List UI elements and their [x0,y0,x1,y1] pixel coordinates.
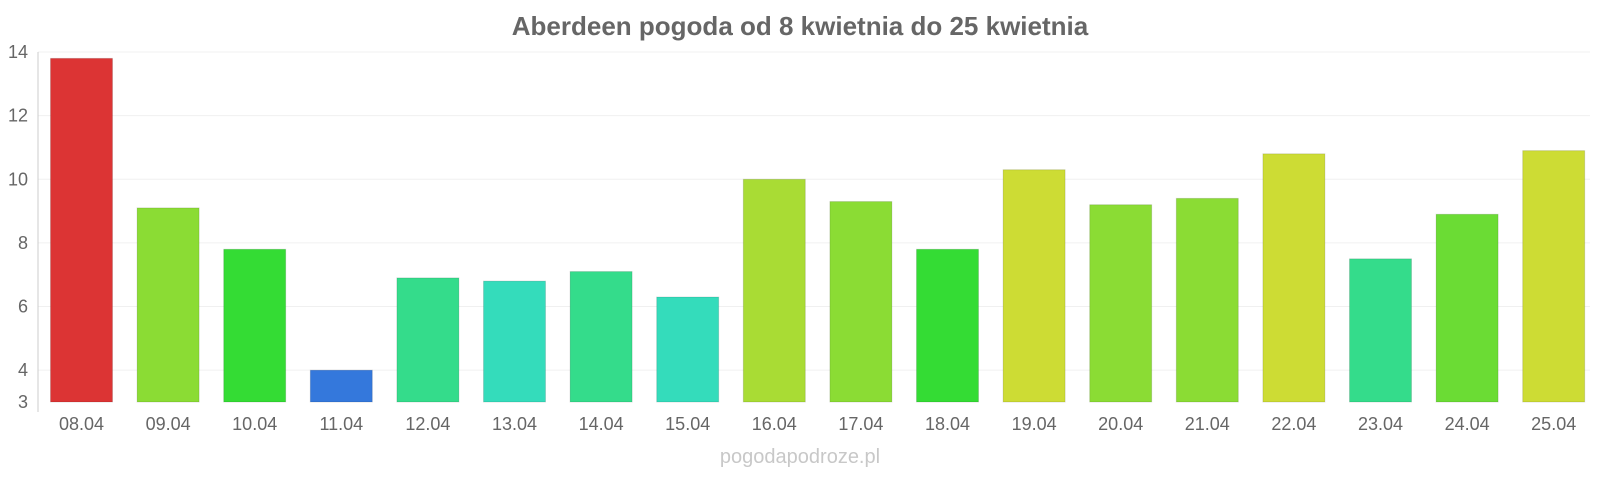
y-tick-label: 8 [18,233,28,253]
bar-10.04 [223,248,287,403]
bar-24.04 [1435,213,1499,403]
bar-09.04 [136,207,200,403]
y-tick-label: 3 [18,392,28,412]
x-tick-label: 17.04 [838,414,883,434]
x-tick-label: 20.04 [1098,414,1143,434]
bar-21.04 [1175,197,1239,403]
watermark: pogodapodroze.pl [720,446,880,468]
x-tick-label: 15.04 [665,414,710,434]
bar-18.04 [916,248,979,403]
bar-22.04 [1262,153,1326,403]
bar-23.04 [1349,258,1412,403]
x-tick-label: 24.04 [1445,414,1490,434]
x-tick-label: 19.04 [1012,414,1057,434]
bar-16.04 [742,178,806,403]
bar-13.04 [483,280,546,403]
y-tick-label: 14 [8,42,28,62]
bar-08.04 [50,57,113,403]
bar-14.04 [569,271,633,403]
x-tick-label: 11.04 [319,414,363,434]
chart-title: Aberdeen pogoda od 8 kwietnia do 25 kwie… [512,11,1089,41]
y-tick-label: 6 [18,297,28,317]
y-tick-label: 4 [18,360,28,380]
x-axis-ticks: 08.04 09.04 10.04 11.04 12.04 13.04 14.04 15.04… [59,414,1576,434]
x-tick-label: 21.04 [1185,414,1230,434]
bar-11.04 [309,369,373,403]
y-axis-ticks: 3 4 6 8 10 12 14 [8,42,28,412]
x-tick-label: 16.04 [752,414,797,434]
x-tick-label: 10.04 [232,414,277,434]
x-tick-label: 13.04 [492,414,537,434]
x-tick-label: 25.04 [1531,414,1576,434]
x-tick-label: 23.04 [1358,414,1403,434]
x-tick-label: 08.04 [59,414,104,434]
x-tick-label: 09.04 [146,414,191,434]
x-tick-label: 12.04 [405,414,450,434]
y-tick-label: 12 [8,106,28,126]
bar-15.04 [656,296,720,403]
grid [38,51,1590,371]
bar-17.04 [829,201,893,403]
x-tick-label: 14.04 [579,414,624,434]
x-tick-label: 18.04 [925,414,970,434]
bar-25.04 [1522,150,1586,403]
bar-19.04 [1002,169,1066,403]
bars [50,57,1586,403]
bar-20.04 [1089,204,1153,403]
y-tick-label: 10 [8,169,28,189]
x-tick-label: 22.04 [1271,414,1316,434]
bar-12.04 [396,277,460,403]
